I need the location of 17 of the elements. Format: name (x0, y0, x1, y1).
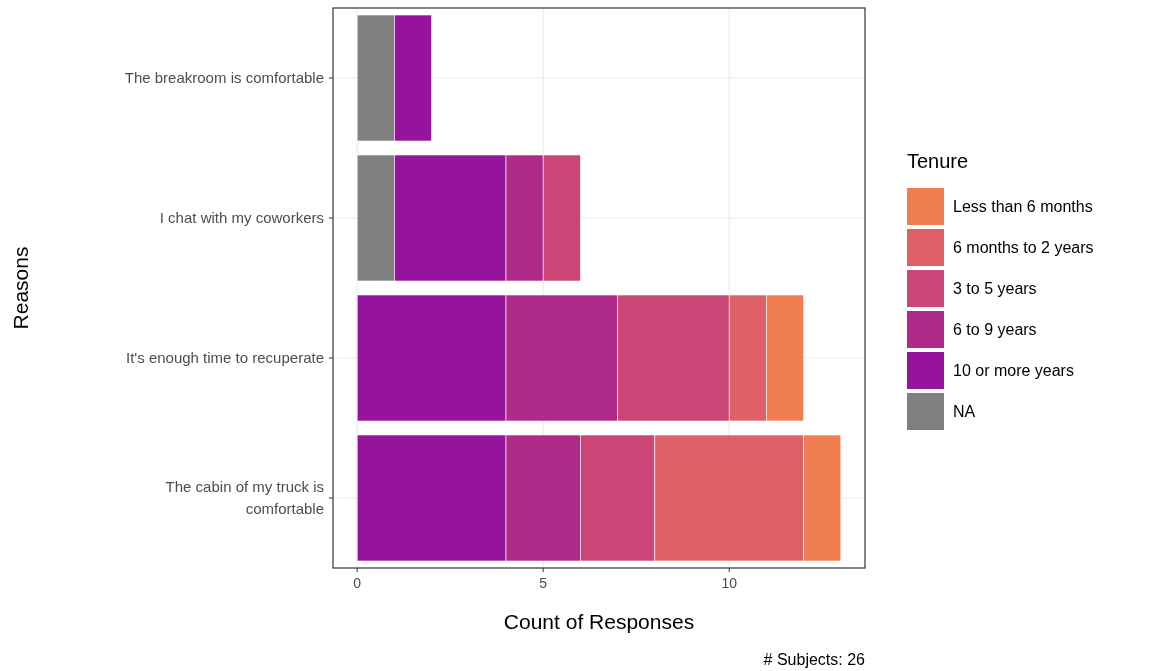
y-tick-label: I chat with my coworkers (159, 209, 324, 226)
legend-label: 10 or more years (953, 362, 1074, 379)
legend-label: 6 months to 2 years (953, 239, 1094, 256)
x-tick-label: 5 (539, 575, 548, 591)
legend-label: Less than 6 months (953, 198, 1093, 215)
y-axis-title: Reasons (9, 246, 32, 330)
legend-label: 3 to 5 years (953, 280, 1037, 297)
y-tick-label: It's enough time to recuperate (126, 349, 324, 366)
text: # Subjects: 26 (763, 651, 866, 668)
legend-label: NA (953, 403, 976, 420)
x-axis-title: Count of Responses (503, 610, 695, 633)
y-tick-label: The cabin of my truck is comfortable (165, 478, 324, 517)
x-tick-label: 0 (353, 575, 362, 591)
x-tick-label: 10 (721, 575, 738, 591)
legend-label: 6 to 9 years (953, 321, 1037, 338)
legend-title: Tenure (907, 150, 969, 172)
y-tick-label: The breakroom is comfortable (124, 69, 324, 86)
